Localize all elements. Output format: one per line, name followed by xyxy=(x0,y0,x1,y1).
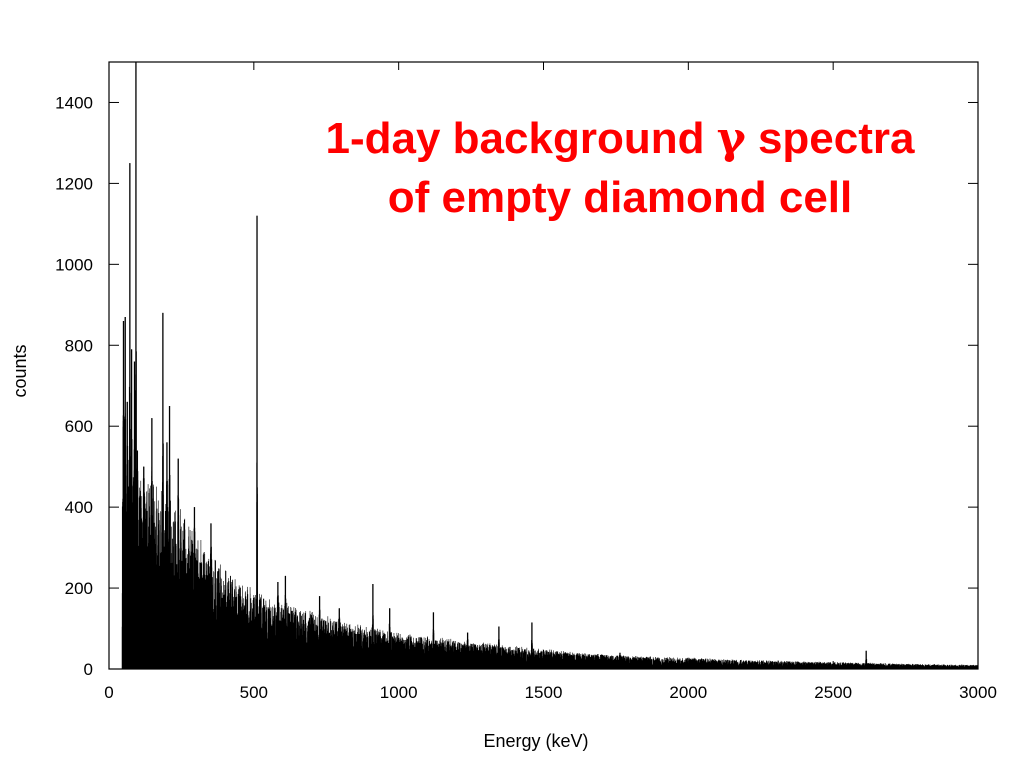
x-tick-label: 0 xyxy=(104,683,113,702)
spectrum-layer xyxy=(121,61,979,670)
y-tick-label: 200 xyxy=(65,579,93,598)
labels-layer: 0 500 1000 1500 2000 2500 3000 0 200 400 600 800 100… xyxy=(55,93,997,702)
y-tick-label: 0 xyxy=(84,660,93,679)
y-axis-title: counts xyxy=(10,344,30,397)
y-tick-label: 400 xyxy=(65,498,93,517)
x-axis-title: Energy (keV) xyxy=(483,731,588,751)
x-tick-label: 2000 xyxy=(669,683,707,702)
y-tick-label: 800 xyxy=(65,336,93,355)
chart-annotation-line1: 1-day background γ spectra xyxy=(326,113,916,164)
x-tick-label: 3000 xyxy=(959,683,997,702)
y-tick-label: 1200 xyxy=(55,174,93,193)
chart-annotation-line2: of empty diamond cell xyxy=(388,173,853,222)
x-tick-label: 500 xyxy=(240,683,268,702)
gamma-symbol: γ xyxy=(717,113,747,164)
x-tick-label: 2500 xyxy=(814,683,852,702)
annotation-line1-prefix: 1-day background xyxy=(326,114,717,163)
y-tick-label: 1400 xyxy=(55,93,93,112)
y-tick-label: 600 xyxy=(65,417,93,436)
x-tick-label: 1500 xyxy=(525,683,563,702)
annotation-line1-suffix: spectra xyxy=(746,114,915,163)
x-tick-label: 1000 xyxy=(380,683,418,702)
y-tick-label: 1000 xyxy=(55,255,93,274)
ticks-layer xyxy=(108,62,979,670)
